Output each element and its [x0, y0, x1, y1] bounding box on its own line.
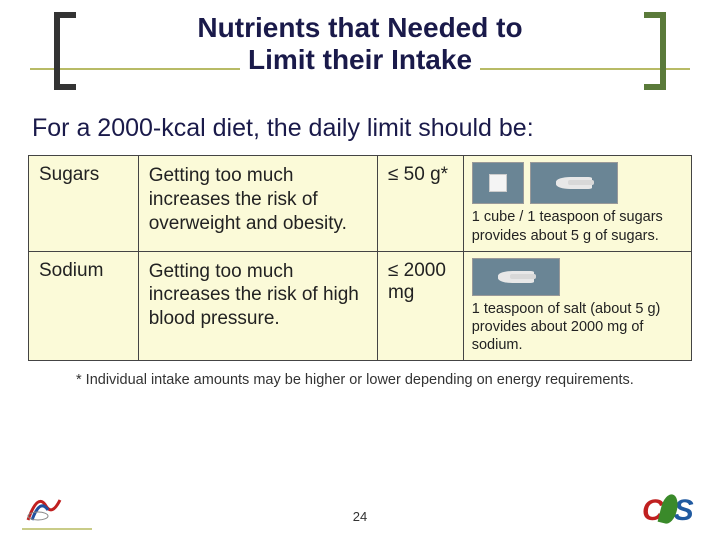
logo-right-icon: C S — [642, 488, 698, 528]
nutrient-table: Sugars Getting too much increases the ri… — [28, 155, 692, 361]
title-area: Nutrients that Needed to Limit their Int… — [0, 0, 720, 84]
sugar-cube-icon — [472, 162, 524, 204]
page-number: 24 — [353, 509, 367, 524]
nutrient-desc: Getting too much increases the risk of h… — [139, 252, 378, 360]
nutrient-note: 1 cube / 1 teaspoon of sugars provides a… — [472, 209, 663, 243]
logo-left-icon — [22, 486, 66, 526]
sugar-images — [472, 162, 683, 204]
nutrient-desc: Getting too much increases the risk of o… — [139, 156, 378, 250]
footnote: * Individual intake amounts may be highe… — [0, 361, 720, 390]
nutrient-note-cell: 1 cube / 1 teaspoon of sugars provides a… — [464, 156, 691, 250]
salt-spoon-icon — [472, 258, 560, 296]
table-row: Sugars Getting too much increases the ri… — [29, 156, 691, 251]
logo-left-underline — [22, 528, 92, 530]
slide-subtitle: For a 2000-kcal diet, the daily limit sh… — [0, 84, 720, 151]
nutrient-note-cell: 1 teaspoon of salt (about 5 g) provides … — [464, 252, 691, 360]
sugar-spoon-icon — [530, 162, 618, 204]
table-row: Sodium Getting too much increases the ri… — [29, 252, 691, 360]
nutrient-limit: ≤ 50 g* — [378, 156, 464, 250]
nutrient-limit: ≤ 2000 mg — [378, 252, 464, 360]
bracket-right-icon — [644, 12, 666, 90]
salt-images — [472, 258, 683, 296]
nutrient-name: Sugars — [29, 156, 139, 250]
slide-title-line1: Nutrients that Needed to — [189, 12, 530, 44]
nutrient-name: Sodium — [29, 252, 139, 360]
bracket-left-icon — [54, 12, 76, 90]
slide-title-line2: Limit their Intake — [240, 44, 480, 76]
nutrient-note: 1 teaspoon of salt (about 5 g) provides … — [472, 301, 661, 353]
